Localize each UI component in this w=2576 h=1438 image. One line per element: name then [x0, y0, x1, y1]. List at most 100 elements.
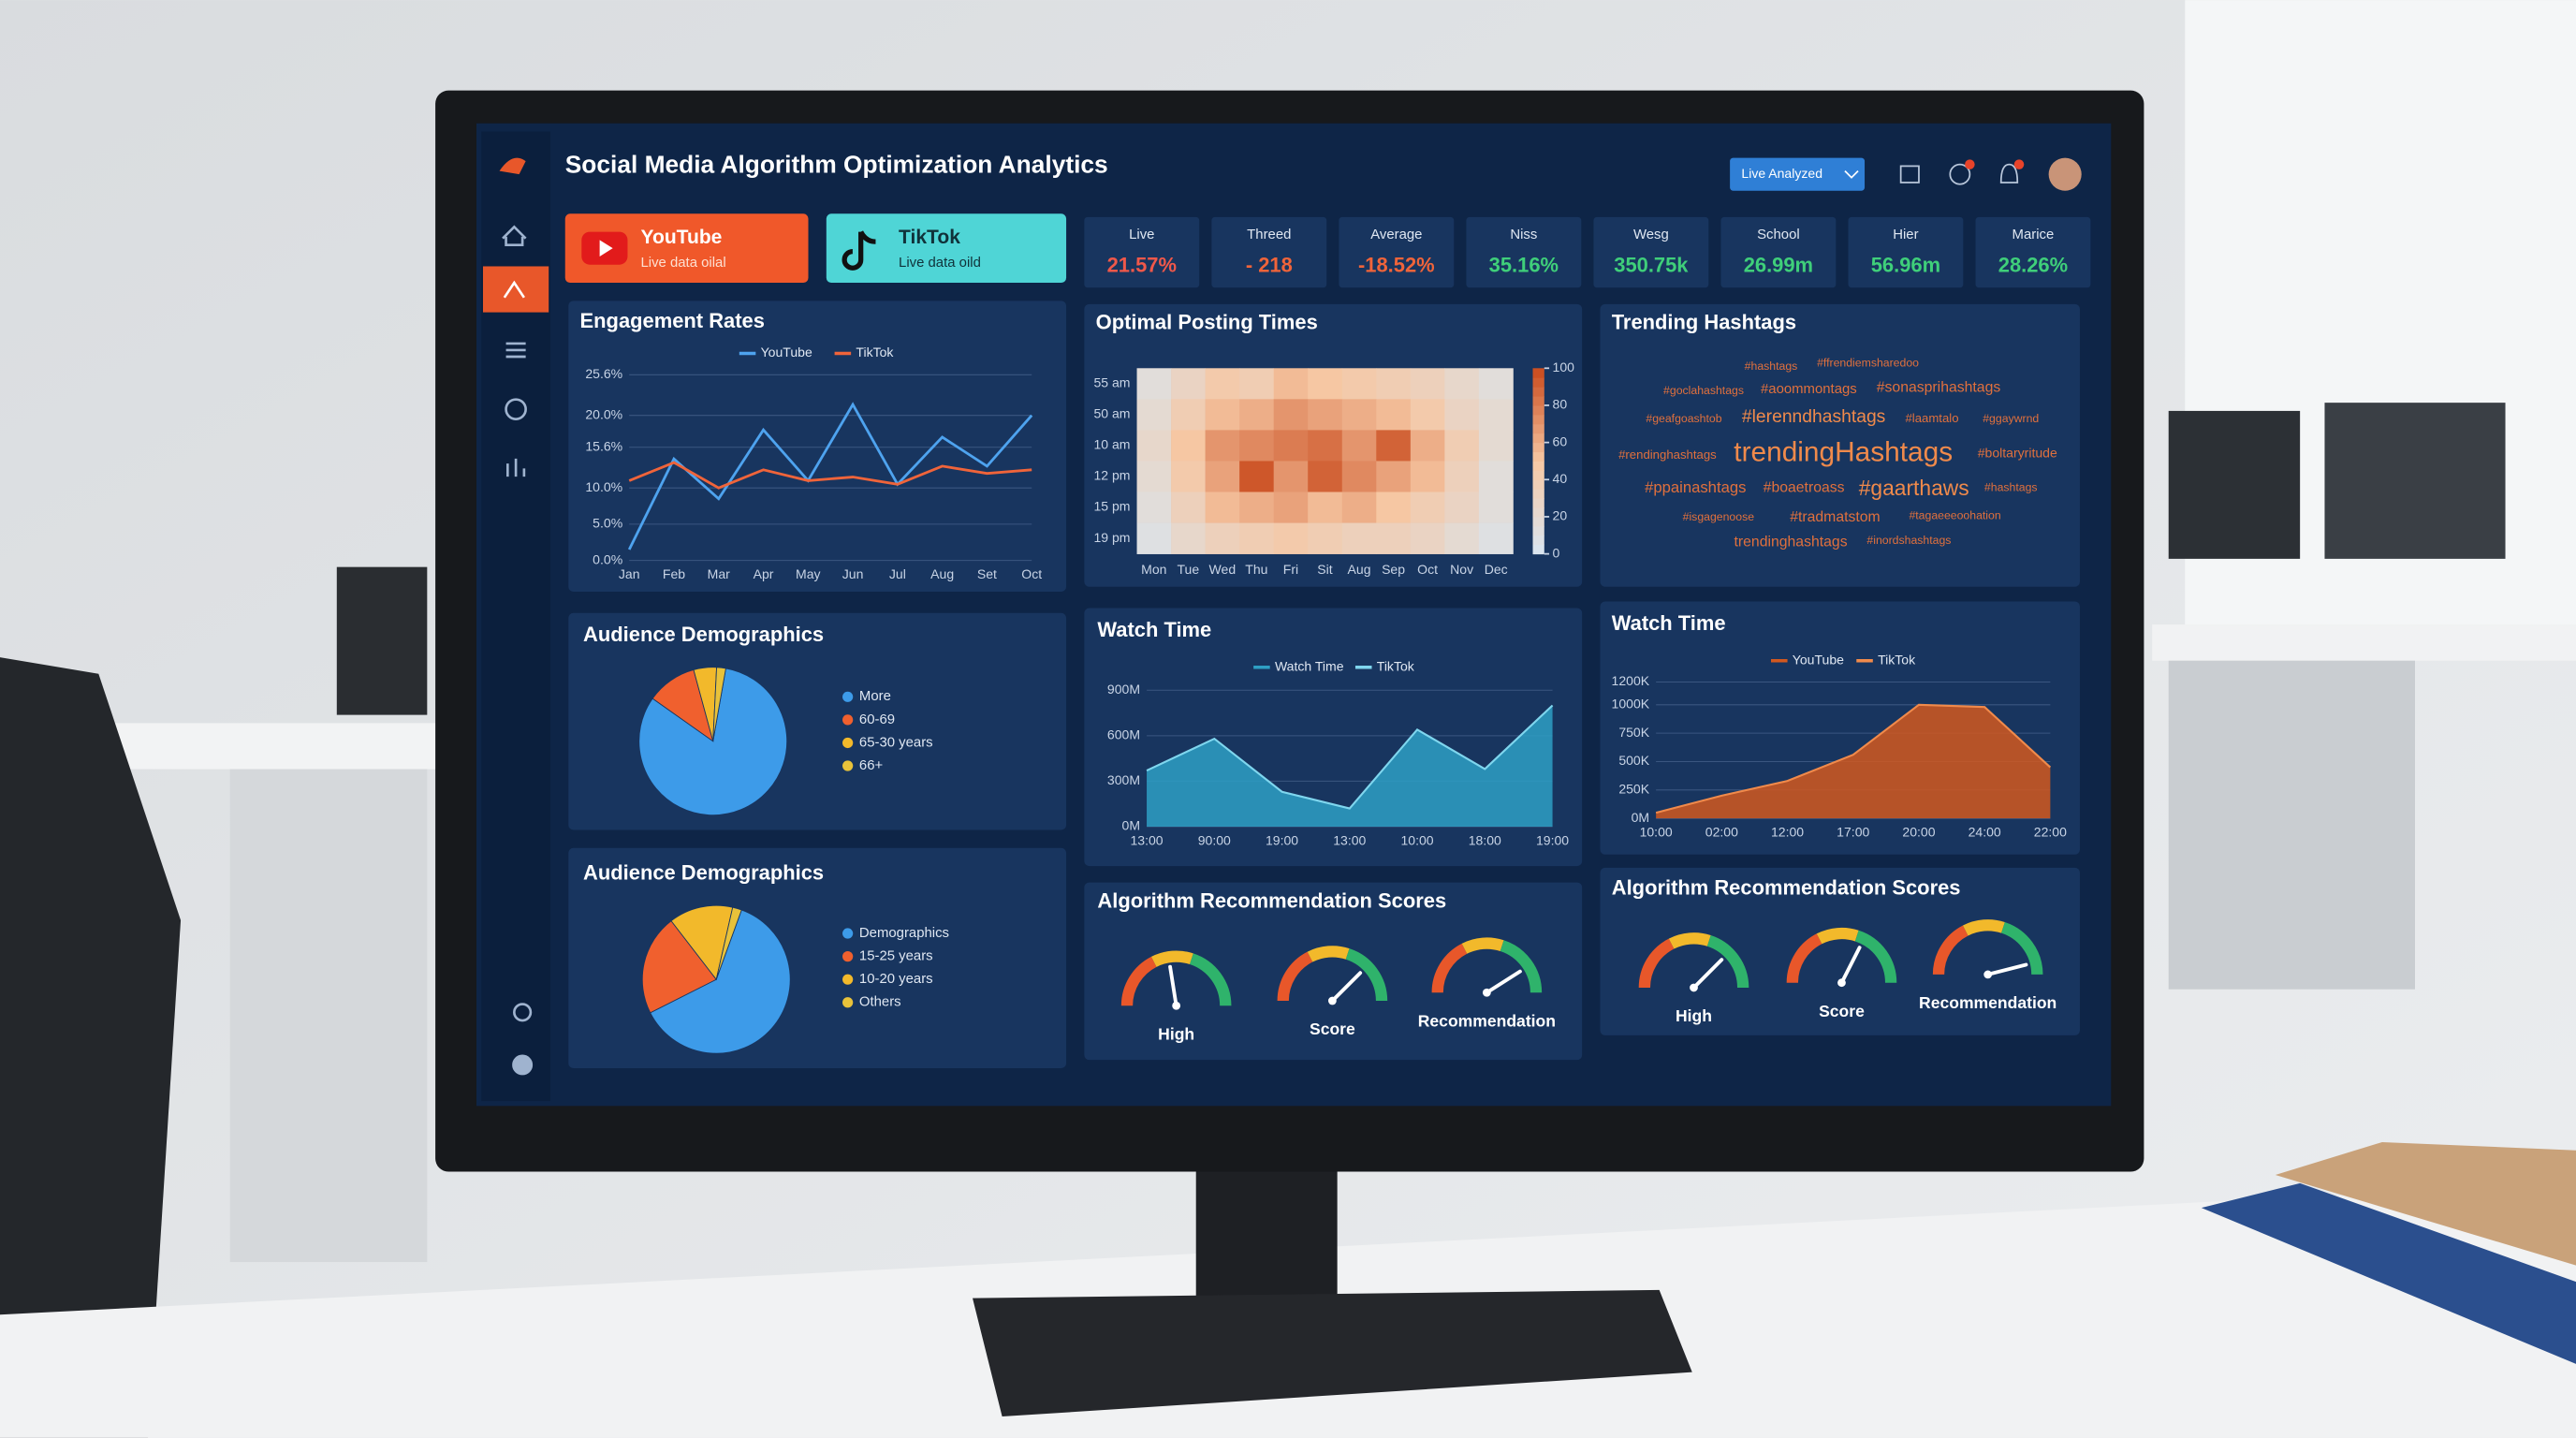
hashtag[interactable]: #inordshashtags [1866, 534, 1951, 547]
icon-bell[interactable] [1999, 163, 2019, 183]
kpi-card [1211, 216, 1327, 288]
hashtag[interactable]: #ffrendiemsharedoo [1817, 356, 1919, 369]
heat-cell [1171, 522, 1206, 554]
hashtag[interactable]: #boltaryritude [1978, 445, 2057, 460]
heat-cell [1341, 522, 1377, 554]
panel-title: Engagement Rates [580, 309, 765, 332]
y-tick-label: 1200K [1612, 673, 1650, 688]
colorbar-label: 80 [1553, 397, 1568, 412]
heat-cell [1478, 522, 1514, 554]
colorbar-label: 20 [1553, 508, 1568, 523]
heat-cell [1444, 461, 1480, 492]
icon-help[interactable] [512, 1054, 534, 1076]
heat-cell [1136, 399, 1172, 431]
hashtag[interactable]: trendingHashtags [1734, 436, 1953, 467]
hashtag[interactable]: trendinghashtags [1734, 534, 1848, 550]
hashtag[interactable]: #tradmatstom [1790, 509, 1880, 525]
y-tick-label: 20.0% [585, 406, 622, 421]
heat-cell [1410, 522, 1445, 554]
avatar[interactable] [2048, 157, 2082, 191]
pie-slice [638, 668, 788, 816]
x-tick-label: Jul [889, 566, 906, 581]
hashtag[interactable]: #tagaeeeoohation [1909, 508, 2000, 521]
colorbar-step [1532, 489, 1544, 499]
heat-cell [1341, 368, 1377, 400]
youtube-tab[interactable] [564, 213, 809, 284]
hashtag[interactable]: #geafgoashtob [1646, 412, 1721, 425]
heat-cell [1308, 399, 1343, 431]
hashtag[interactable]: #lerenndhashtags [1742, 407, 1885, 427]
colorbar-step [1532, 368, 1544, 378]
monitor-base [973, 1289, 1692, 1417]
hashtag[interactable]: #hashtags [1984, 481, 2038, 494]
icon-list[interactable] [505, 342, 526, 359]
live-button[interactable] [1730, 157, 1866, 191]
hashtag[interactable]: #goclahashtags [1663, 384, 1744, 397]
y-tick-label: 500K [1618, 753, 1649, 768]
icon-sync[interactable] [513, 1003, 533, 1022]
hashtag[interactable]: #sonasprihashtags [1877, 380, 2001, 396]
icon-chart[interactable] [506, 458, 526, 477]
x-tick-label: 10:00 [1401, 832, 1434, 847]
tiktok-tab[interactable] [826, 213, 1067, 284]
colorbar-step [1532, 451, 1544, 462]
hashtag[interactable]: #boaetroass [1764, 480, 1845, 496]
panel-title: Algorithm Recommendation Scores [1612, 875, 1961, 899]
heat-cell [1308, 492, 1343, 523]
icon-home[interactable] [502, 225, 527, 246]
hashtag[interactable]: #aoommontags [1761, 382, 1857, 397]
gauge-label: Recommendation [1919, 993, 2056, 1012]
hashtag[interactable]: #hashtags [1745, 360, 1798, 373]
heat-cell [1410, 430, 1445, 462]
gauge-arc [1461, 937, 1504, 954]
nav-active[interactable] [483, 266, 549, 313]
icon-face[interactable] [505, 398, 527, 421]
y-tick-label: 250K [1618, 782, 1649, 797]
pie-slice [712, 667, 726, 741]
gauge-hub [1690, 983, 1698, 992]
series-line [1655, 703, 2052, 814]
x-tick-label: 02:00 [1705, 825, 1738, 840]
x-tick-label: 24:00 [1969, 825, 2001, 840]
series-area [1147, 705, 1553, 827]
colorbar-step [1532, 414, 1544, 425]
hashtag[interactable]: #rendinghashtags [1618, 448, 1717, 462]
legend-label: 66+ [859, 758, 883, 773]
column-label: Nov [1450, 562, 1473, 577]
panel-title: Optimal Posting Times [1096, 311, 1318, 334]
legend-label: Others [859, 995, 901, 1010]
platform-status: Live data oilal [640, 256, 725, 271]
heat-cell [1136, 492, 1172, 523]
icon-analytics[interactable] [503, 280, 525, 299]
panel-title: Trending Hashtags [1612, 311, 1796, 334]
gauge-hub [1983, 970, 1993, 979]
panel [1084, 882, 1583, 1061]
x-tick-label: Oct [1021, 566, 1042, 581]
gauge-hub [1837, 978, 1846, 988]
badge [1965, 159, 1975, 169]
x-tick-label: 22:00 [2034, 825, 2067, 840]
hashtag[interactable]: #ppainashtags [1645, 478, 1746, 496]
kpi-card [1975, 216, 2091, 288]
hashtag[interactable]: #gaarthaws [1859, 476, 1969, 500]
kpi-card [1848, 216, 1964, 288]
hashtag[interactable]: #ggaywrnd [1983, 412, 2039, 425]
hashtag[interactable]: #laamtalo [1905, 411, 1958, 425]
icon-message[interactable] [1899, 165, 1920, 183]
legend-dot [842, 974, 854, 985]
colorbar-step [1532, 404, 1544, 416]
x-tick-label: Mar [708, 566, 730, 581]
hashtag[interactable]: #isgagenoose [1683, 510, 1755, 523]
platform-status: Live data oild [899, 256, 981, 271]
panel [1600, 303, 2080, 587]
x-tick-label: May [796, 566, 821, 581]
gauge-hub [1328, 996, 1337, 1005]
icon-settings[interactable] [1949, 163, 1971, 185]
y-tick-label: 1000K [1612, 696, 1650, 711]
heat-cell [1478, 368, 1514, 400]
heat-cell [1478, 461, 1514, 492]
colorbar-step [1532, 525, 1544, 536]
heat-cell [1376, 399, 1412, 431]
heat-cell [1478, 492, 1514, 523]
x-tick-label: 20:00 [1902, 825, 1935, 840]
